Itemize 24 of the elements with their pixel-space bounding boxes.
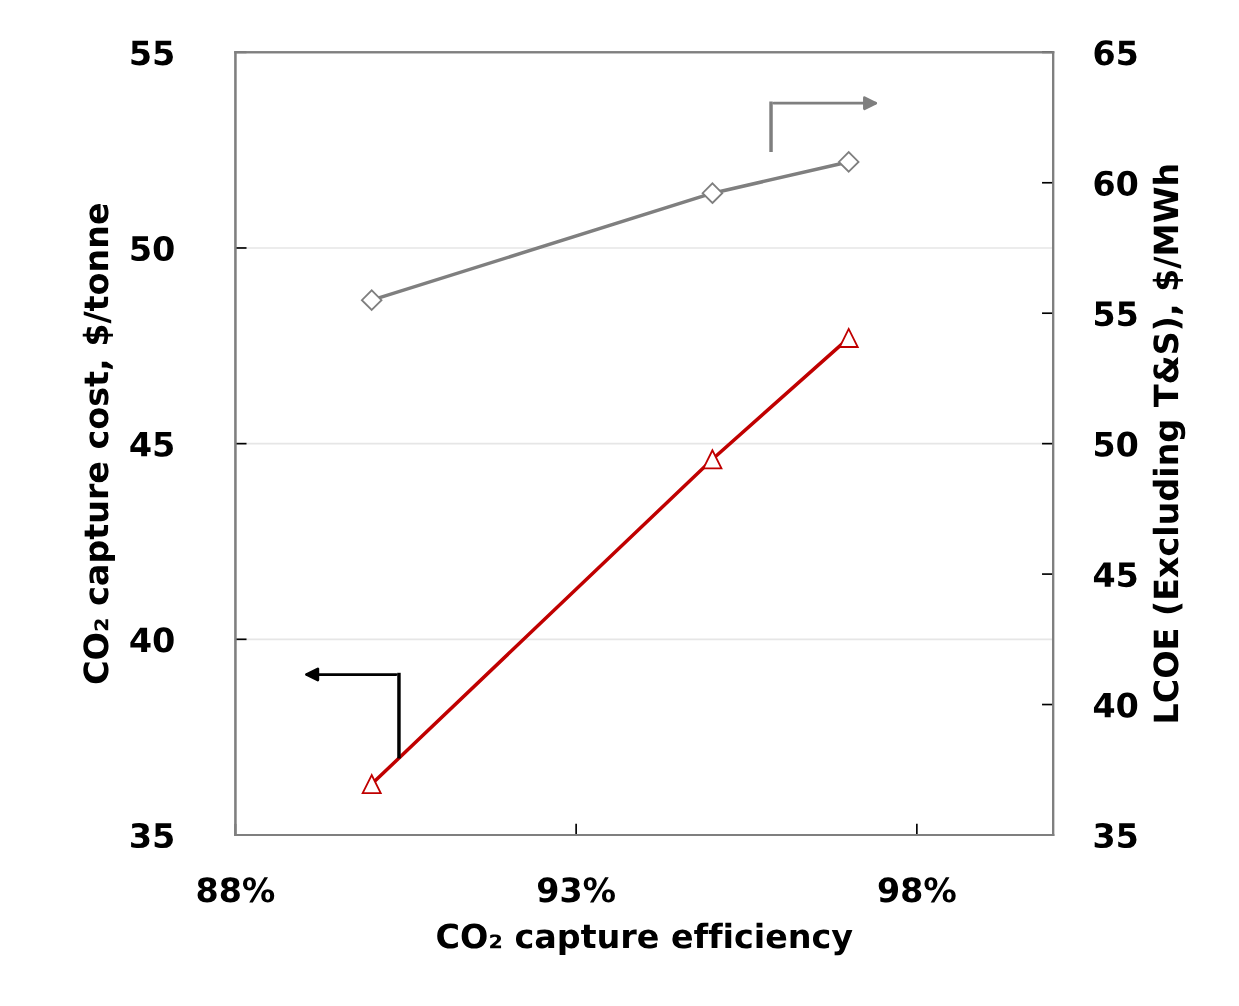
y2-tick-label: 40 [1093,692,1138,718]
x-tick-label: 98% [878,877,956,903]
point [837,151,860,173]
y-tick-label: 55 [131,40,173,66]
point [838,328,859,348]
y2-tick-label: 35 [1094,822,1137,849]
y2-tick-label: 65 [1094,40,1137,66]
y2-axis-title: LCOE (Excluding T&S), $/MWh [1152,165,1186,722]
y-tick-label: 35 [131,822,173,849]
y2-tick-label: 50 [1095,431,1138,457]
y-tick-label: 45 [130,432,173,457]
y-axis-title: CO₂ capture cost, $/tonne [82,204,115,684]
x-tick-label: 93% [537,877,615,903]
y2-tick-label: 55 [1095,301,1137,327]
point [361,774,382,795]
point [701,182,724,204]
x-axis-title: CO₂ capture efficiency [437,922,853,956]
x-tick-label: 88% [197,877,275,903]
y-tick-label: 40 [130,627,174,653]
point [702,449,723,470]
y-tick-label: 50 [131,235,174,262]
y2-tick-label: 45 [1093,562,1137,588]
y2-tick-label: 60 [1094,170,1138,196]
point [360,289,383,311]
